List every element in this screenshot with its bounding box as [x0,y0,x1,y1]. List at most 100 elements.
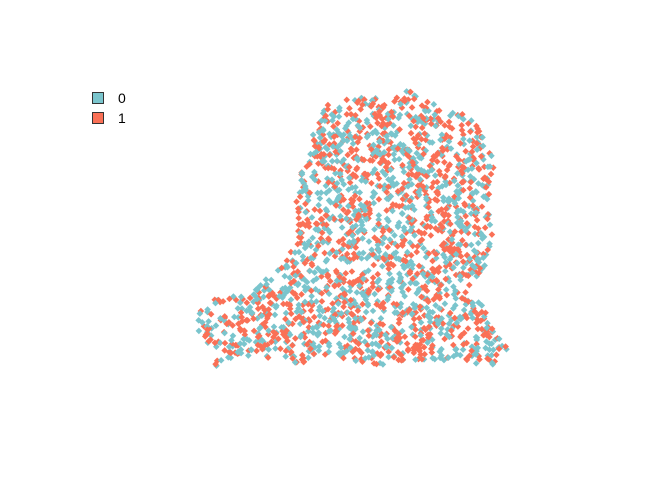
point-class-0 [240,340,248,348]
point-class-1 [238,313,246,321]
point-class-1 [307,345,314,353]
point-class-1 [394,349,402,356]
point-class-1 [427,232,435,239]
point-class-0 [454,213,461,221]
point-class-0 [460,306,468,314]
point-class-0 [322,258,330,265]
point-class-1 [476,356,483,363]
point-class-0 [286,274,294,282]
point-class-0 [350,211,358,219]
point-class-0 [382,251,389,258]
point-class-1 [438,224,446,231]
point-class-1 [340,275,348,283]
point-class-0 [452,287,459,295]
point-class-1 [445,212,452,219]
point-class-0 [258,312,266,320]
point-class-0 [382,342,390,350]
point-class-0 [359,249,367,257]
point-class-0 [468,117,475,124]
point-class-0 [342,215,350,222]
point-class-1 [474,311,482,319]
point-class-1 [330,165,338,173]
point-class-1 [412,173,420,181]
point-class-1 [429,276,436,284]
point-class-0 [434,320,442,328]
point-class-0 [345,202,352,210]
point-class-1 [437,281,445,289]
point-class-1 [351,133,359,141]
point-class-1 [354,99,361,106]
point-class-1 [428,156,436,164]
point-class-1 [229,322,236,329]
point-class-0 [479,235,486,242]
point-class-1 [341,344,349,351]
point-class-0 [450,264,457,271]
point-class-0 [317,189,325,197]
point-class-1 [254,341,262,349]
point-class-0 [272,345,279,352]
point-class-1 [405,171,412,178]
point-class-1 [481,224,489,232]
point-class-1 [404,345,412,353]
legend-swatch-1 [92,112,104,124]
point-class-1 [418,284,426,292]
point-class-0 [480,193,487,201]
point-class-0 [486,346,493,353]
point-class-1 [226,348,233,356]
point-class-1 [305,223,313,230]
point-class-0 [335,113,343,120]
point-class-0 [405,204,412,211]
point-class-1 [332,327,339,335]
point-class-0 [246,303,254,311]
point-class-0 [369,193,376,201]
point-class-0 [427,314,434,321]
point-class-0 [463,224,471,231]
point-class-1 [316,119,323,126]
point-class-1 [250,327,258,335]
point-class-0 [484,181,492,188]
point-class-0 [373,129,381,137]
point-class-0 [368,340,376,348]
point-class-1 [351,192,359,200]
point-class-0 [361,206,369,214]
point-class-0 [306,342,314,349]
point-class-0 [337,344,345,351]
point-class-1 [273,294,280,301]
point-class-1 [379,151,387,159]
point-class-0 [439,194,447,201]
point-class-1 [443,291,451,299]
point-class-1 [331,252,339,260]
point-class-1 [424,334,432,341]
point-class-0 [450,352,458,360]
point-class-1 [414,132,422,139]
point-class-0 [324,239,332,246]
point-class-0 [431,111,439,118]
point-class-0 [460,115,467,123]
point-class-0 [324,175,331,182]
point-class-0 [456,272,464,280]
point-class-0 [460,135,467,143]
point-class-0 [459,346,467,353]
point-class-0 [462,227,469,234]
point-class-1 [444,146,451,153]
point-class-0 [374,278,381,286]
point-class-1 [325,236,333,244]
point-class-1 [473,319,480,327]
point-class-0 [355,250,363,257]
point-class-0 [326,130,333,138]
point-class-0 [344,258,351,265]
point-class-1 [459,163,466,171]
point-class-0 [361,100,369,108]
point-class-0 [320,127,327,134]
point-class-1 [283,300,291,308]
point-class-1 [262,323,269,331]
point-class-0 [395,278,403,285]
point-class-1 [261,319,269,326]
point-class-0 [387,193,395,200]
point-class-0 [310,150,318,158]
point-class-1 [415,228,423,235]
point-class-0 [301,298,309,306]
point-class-1 [301,259,309,267]
point-class-0 [228,337,235,344]
point-class-0 [329,308,337,315]
